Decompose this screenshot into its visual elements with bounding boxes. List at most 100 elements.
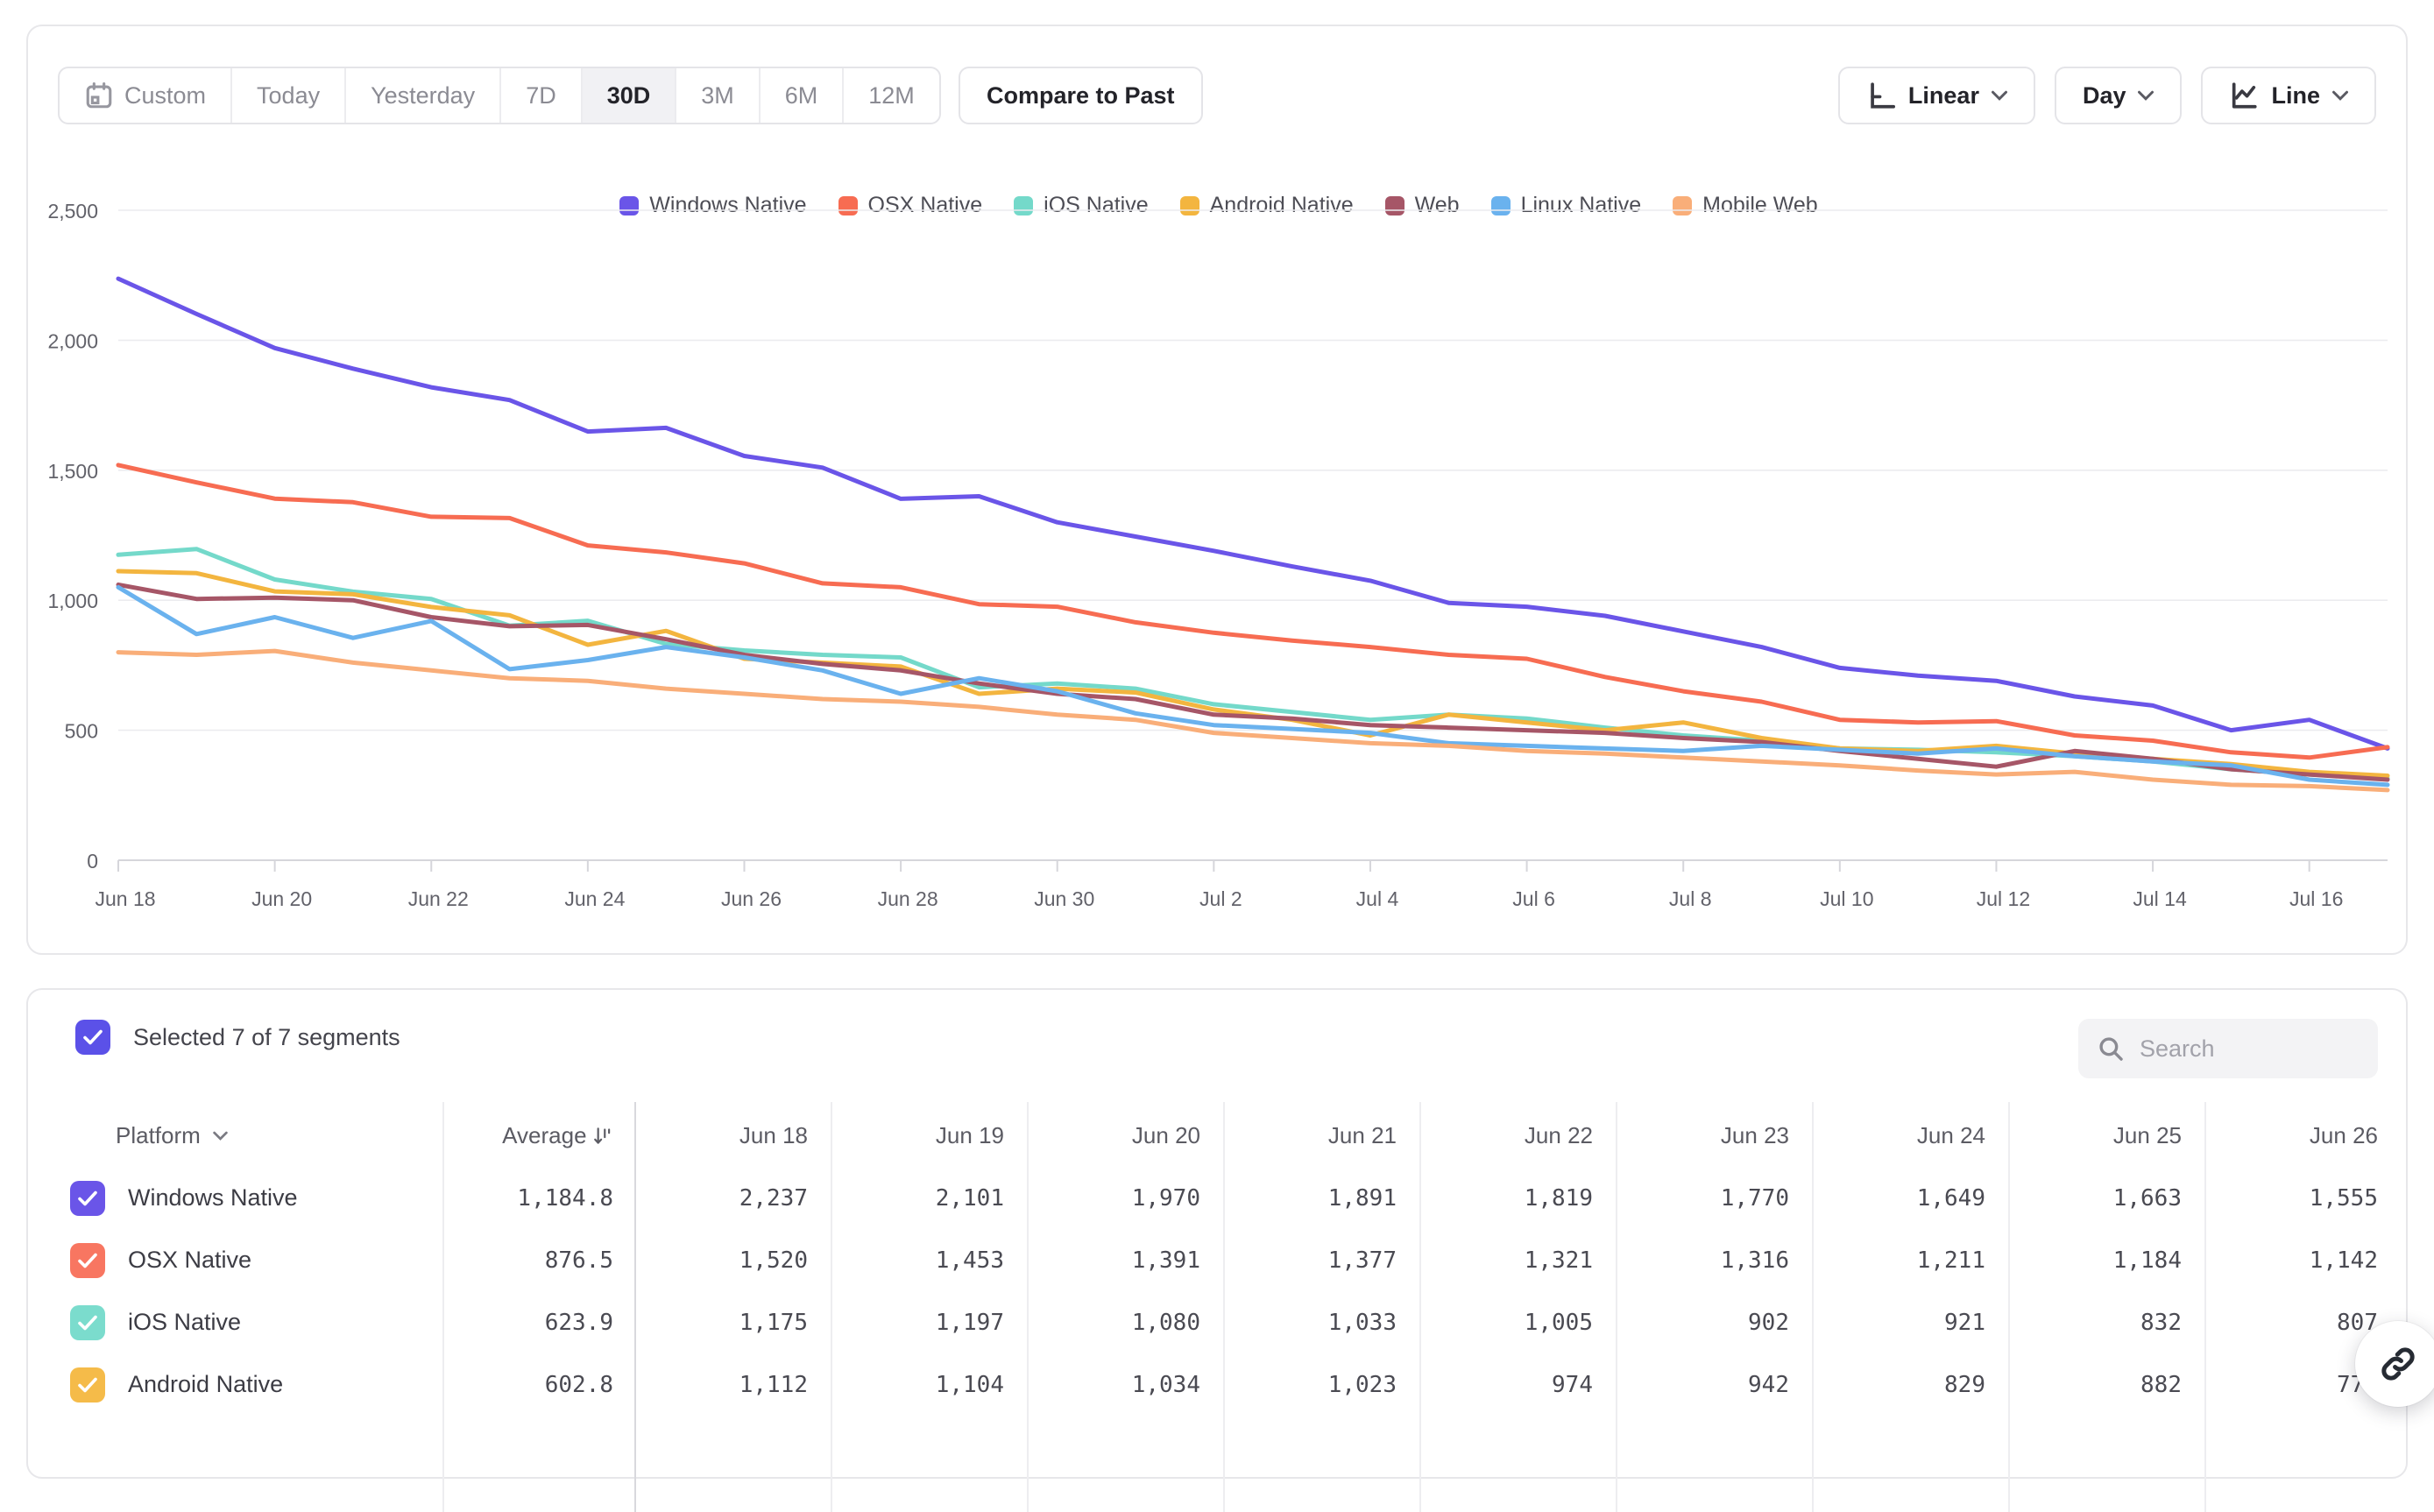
- compare-to-past-label: Compare to Past: [987, 81, 1175, 109]
- table-row[interactable]: Windows Native 1,184.8 2,237 2,101 1,970 1,89…: [28, 1167, 2409, 1229]
- cell-value: 902: [1748, 1309, 1789, 1336]
- column-divider: [1812, 1102, 1814, 1512]
- x-axis-tick-label: Jul 4: [1356, 887, 1399, 910]
- link-icon: [2381, 1347, 2415, 1381]
- legend-item-mobile-web[interactable]: Mobile Web: [1673, 193, 1818, 218]
- x-axis-tick-label: Jun 26: [721, 887, 782, 910]
- chevron-down-icon: [2138, 90, 2155, 101]
- search-input[interactable]: [2140, 1035, 2360, 1063]
- search-box: [2078, 1019, 2378, 1078]
- linear-scale-icon: [1871, 82, 1895, 109]
- y-axis-tick-label: 1,500: [47, 460, 98, 483]
- cell-value: 1,555: [2309, 1184, 2378, 1212]
- chart-toolbar: Custom Today Yesterday 7D 30D 3M 6M 12M Compare…: [58, 67, 2376, 124]
- scale-dropdown[interactable]: Linear: [1837, 67, 2035, 124]
- legend-item-ios-native[interactable]: iOS Native: [1014, 193, 1149, 218]
- legend-label: Mobile Web: [1702, 193, 1818, 217]
- range-custom[interactable]: Custom: [60, 68, 233, 123]
- select-all-checkbox[interactable]: [75, 1020, 110, 1055]
- sort-descending-icon: [594, 1127, 611, 1144]
- legend-label: Android Native: [1209, 193, 1354, 217]
- compare-to-past-button[interactable]: Compare to Past: [959, 67, 1203, 124]
- date-column-header: Jun 18: [739, 1121, 808, 1148]
- check-icon: [78, 1315, 97, 1330]
- cell-value: 1,453: [935, 1247, 1004, 1274]
- column-divider: [1616, 1102, 1617, 1512]
- interval-label: Day: [2082, 81, 2126, 109]
- cell-value: 1,321: [1524, 1247, 1593, 1274]
- row-checkbox[interactable]: [70, 1304, 105, 1340]
- cell-value: 1,033: [1327, 1309, 1397, 1336]
- range-yesterday[interactable]: Yesterday: [346, 68, 502, 123]
- table-row[interactable]: Android Native 602.8 1,112 1,104 1,034 1,023 9…: [28, 1353, 2409, 1416]
- x-axis-tick-label: Jul 16: [2289, 887, 2343, 910]
- cell-value: 1,175: [739, 1309, 808, 1336]
- x-axis-tick-label: Jun 22: [408, 887, 469, 910]
- column-divider: [634, 1102, 636, 1512]
- cell-value: 1,197: [935, 1309, 1004, 1336]
- platform-column-header[interactable]: Platform: [28, 1122, 442, 1149]
- date-column-header: Jun 21: [1327, 1121, 1397, 1148]
- row-checkbox[interactable]: [70, 1242, 105, 1278]
- column-divider: [442, 1102, 444, 1512]
- cell-value: 1,142: [2309, 1247, 2378, 1274]
- legend-label: OSX Native: [867, 193, 983, 217]
- cell-value: 1,023: [1327, 1371, 1397, 1398]
- average-column-header[interactable]: Average: [442, 1122, 634, 1149]
- range-30d[interactable]: 30D: [582, 68, 677, 123]
- cell-value: 1,005: [1524, 1309, 1593, 1336]
- cell-value: 1,316: [1720, 1247, 1789, 1274]
- chevron-down-icon: [2332, 90, 2348, 101]
- legend-label: Web: [1414, 193, 1460, 217]
- date-range-selector: Custom Today Yesterday 7D 30D 3M 6M 12M: [58, 67, 941, 124]
- legend-label: iOS Native: [1044, 193, 1149, 217]
- x-axis-tick-label: Jul 10: [1820, 887, 1873, 910]
- row-checkbox[interactable]: [70, 1180, 105, 1216]
- platform-name: Windows Native: [128, 1184, 298, 1211]
- row-checkbox[interactable]: [70, 1367, 105, 1402]
- platform-name: iOS Native: [128, 1309, 242, 1335]
- series-line-linux-native: [116, 584, 2390, 788]
- platform-name: OSX Native: [128, 1247, 252, 1273]
- date-column-header: Jun 25: [2112, 1121, 2182, 1148]
- column-divider: [1027, 1102, 1029, 1512]
- legend-item-android-native[interactable]: Android Native: [1179, 193, 1354, 218]
- date-column-header: Jun 26: [2309, 1121, 2378, 1148]
- cell-value: 1,211: [1916, 1247, 1985, 1274]
- platform-name: Android Native: [128, 1371, 284, 1397]
- column-divider: [2008, 1102, 2010, 1512]
- legend-label: Windows Native: [649, 193, 807, 217]
- range-7d[interactable]: 7D: [501, 68, 583, 123]
- column-divider: [1419, 1102, 1421, 1512]
- share-link-button[interactable]: [2355, 1321, 2434, 1407]
- legend-item-windows-native[interactable]: Windows Native: [619, 193, 807, 218]
- check-icon: [78, 1377, 97, 1392]
- check-icon: [78, 1191, 97, 1205]
- cell-value: 1,520: [739, 1247, 808, 1274]
- range-6m[interactable]: 6M: [761, 68, 845, 123]
- cell-value: 942: [1748, 1371, 1789, 1398]
- cell-value: 2,237: [739, 1184, 808, 1212]
- date-column-header: Jun 20: [1131, 1121, 1200, 1148]
- legend-label: Linux Native: [1520, 193, 1642, 217]
- range-12m[interactable]: 12M: [868, 81, 915, 109]
- y-axis-tick-label: 2,500: [47, 200, 98, 223]
- cell-value: 1,112: [739, 1371, 808, 1398]
- cell-value: 882: [2140, 1371, 2182, 1398]
- range-today[interactable]: Today: [232, 68, 347, 123]
- table-row[interactable]: OSX Native 876.5 1,520 1,453 1,391 1,377 1,321…: [28, 1229, 2409, 1291]
- date-column-header: Jun 19: [935, 1121, 1004, 1148]
- scale-label: Linear: [1907, 81, 1979, 109]
- cell-value: 1,104: [935, 1371, 1004, 1398]
- cell-value: 1,184: [2112, 1247, 2182, 1274]
- range-3m[interactable]: 3M: [676, 68, 761, 123]
- interval-dropdown[interactable]: Day: [2054, 67, 2183, 124]
- x-axis-tick-label: Jul 8: [1669, 887, 1712, 910]
- table-row[interactable]: iOS Native 623.9 1,175 1,197 1,080 1,033 1,005…: [28, 1291, 2409, 1353]
- check-icon: [83, 1029, 103, 1045]
- chart-type-dropdown[interactable]: Line: [2201, 67, 2376, 124]
- legend-item-osx-native[interactable]: OSX Native: [838, 193, 983, 218]
- cell-value: 1,663: [2112, 1184, 2182, 1212]
- date-column-header: Jun 23: [1720, 1121, 1789, 1148]
- cell-value: 1,034: [1131, 1371, 1200, 1398]
